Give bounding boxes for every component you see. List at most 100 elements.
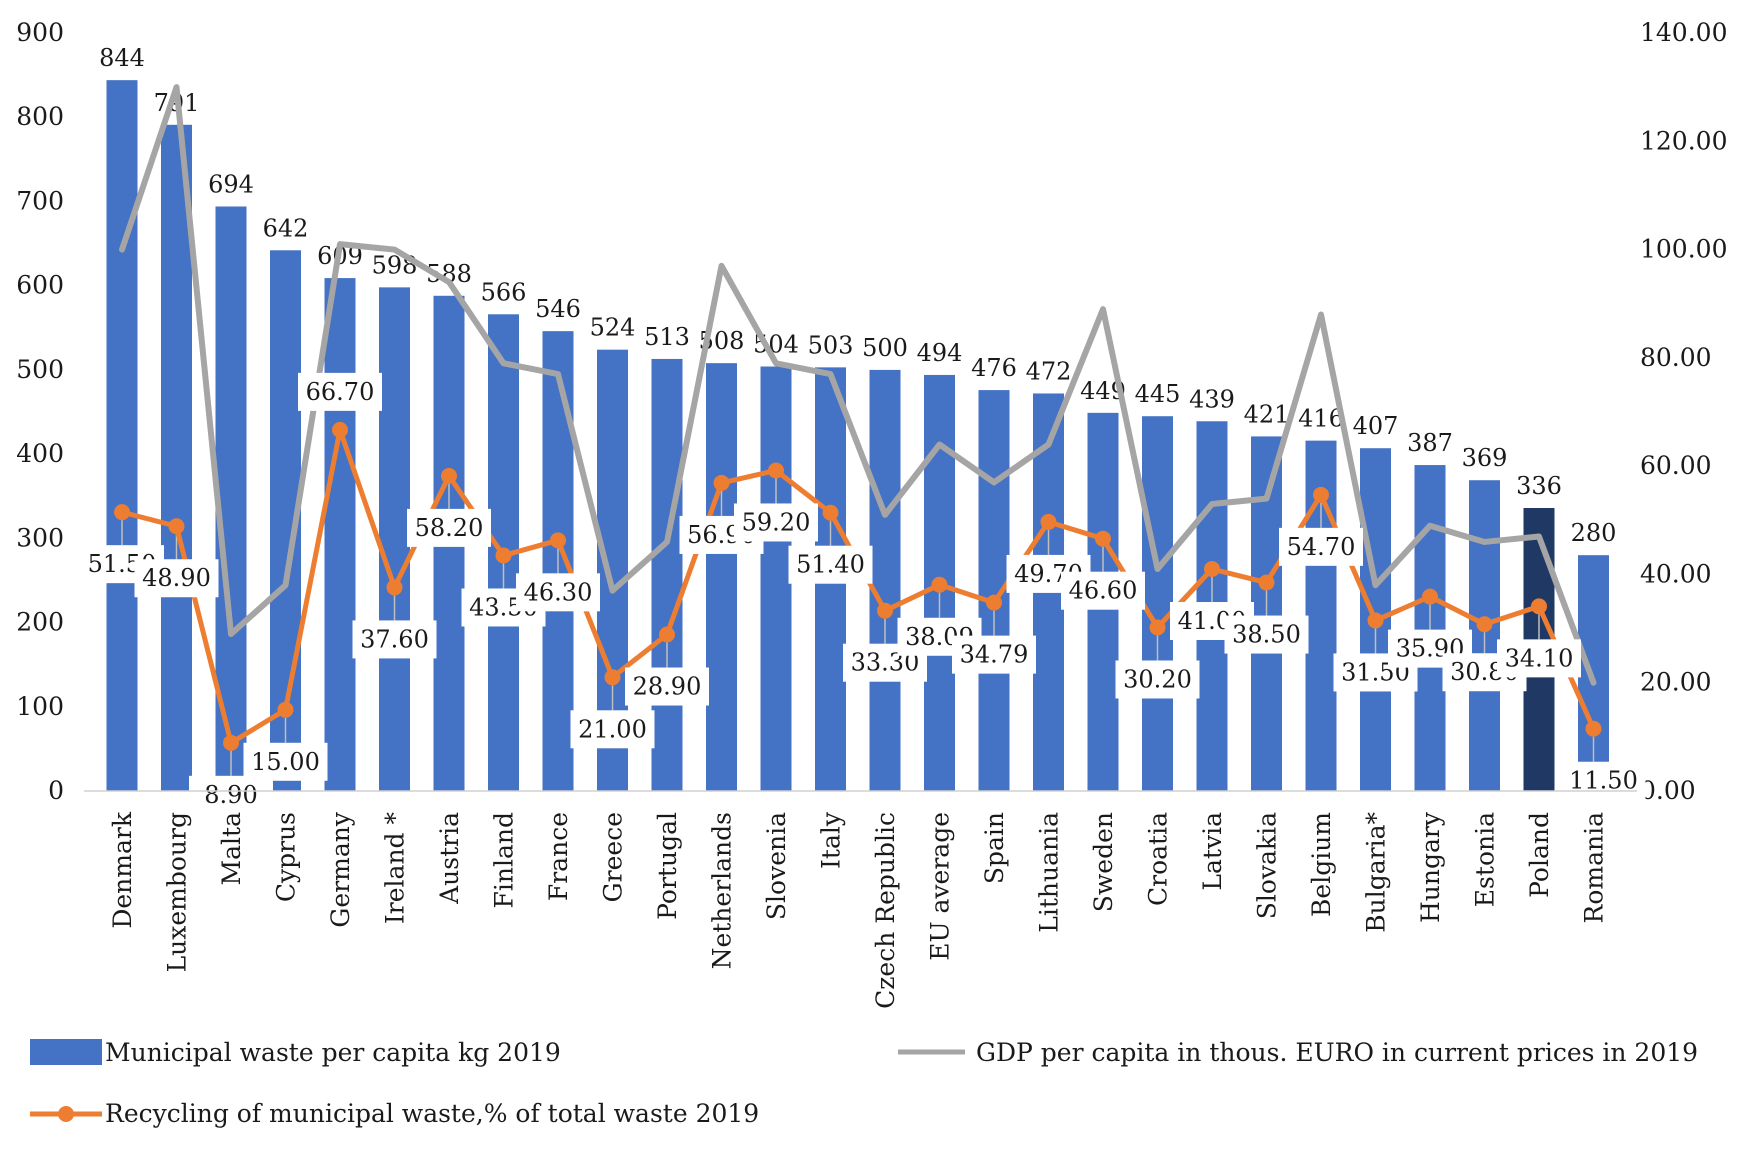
recycling-marker [1313,486,1329,503]
y2-tick-label: 80.00 [1640,343,1712,372]
category-label: Ireland * [381,812,410,925]
gdp-line [119,84,1597,686]
recycling-value-label: 28.90 [633,673,702,701]
recycling-marker [495,547,512,564]
category-label: Belgium [1307,812,1336,917]
y2-tick-label: 40.00 [1640,559,1712,588]
y-tick-label: 600 [16,271,64,300]
recycling-label-box [1561,761,1646,800]
recycling-leader-lines [121,478,1595,776]
recycling-value-label: 46.60 [1069,577,1138,605]
category-label: Luxembourg [163,812,192,972]
bar-value-label: 476 [971,354,1017,382]
category-label: Germany [326,811,355,927]
bar-value-label: 369 [1462,444,1508,472]
recycling-data-labels: 51.5048.908.9015.0066.7037.6058.2043.504… [80,372,1646,814]
y-tick-label: 900 [16,18,64,47]
bar-value-label: 445 [1135,380,1181,408]
recycling-value-label: 46.30 [524,578,593,606]
category-labels: Denmark Luxembourg Malta Cyprus Germany Irela… [108,811,1609,1009]
bar-value-label: 598 [372,251,418,279]
y-tick-label: 500 [16,355,64,384]
legend-item-gdp: GDP per capita in thous. EURO in current… [898,1038,1698,1067]
recycling-marker [1531,598,1547,615]
category-label: Sweden [1089,812,1118,912]
bar-waste [869,369,901,791]
recycling-label-box [243,742,328,781]
category-label: Estonia [1471,812,1500,907]
y-tick-label: 700 [16,186,64,215]
bar-value-label: 844 [99,44,145,72]
bar-waste [161,124,192,791]
y2-tick-label: 20.00 [1640,668,1712,697]
y-tick-label: 400 [16,439,64,468]
category-label: Italy [817,811,846,869]
bar-waste [760,366,792,791]
recycling-marker [877,602,893,619]
recycling-marker [1585,720,1602,737]
category-label: France [544,812,573,901]
category-label: Latvia [1198,812,1227,891]
bar-value-label: 387 [1407,429,1453,457]
category-label: Malta [217,812,246,886]
bar-waste [379,287,410,791]
recycling-value-label: 15.00 [251,748,320,776]
bar-value-label: 421 [1244,400,1290,428]
legend-label-recycling: Recycling of municipal waste,% of total … [105,1099,759,1128]
category-label: Czech Republic [871,812,900,1009]
recycling-marker [1204,561,1220,578]
category-label: EU average [926,812,955,961]
bar-value-label: 513 [644,323,690,351]
recycling-value-label: 58.20 [415,514,484,542]
y-tick-label: 800 [16,102,64,131]
waste-bars [106,80,1609,792]
recycling-marker [1422,588,1438,605]
legend-label-waste: Municipal waste per capita kg 2019 [105,1038,561,1067]
bar-value-label: 407 [1353,412,1399,440]
gdp-series [119,84,1597,686]
legend-label-gdp: GDP per capita in thous. EURO in current… [976,1038,1698,1067]
bar-value-label: 546 [535,295,581,323]
y-tick-label: 300 [16,523,64,552]
bar-value-label: 694 [208,170,254,198]
recycling-marker [1367,612,1384,629]
y2-tick-label: 120.00 [1640,126,1727,155]
recycling-marker [713,474,730,491]
y2-tick-label: 0.00 [1640,776,1696,805]
recycling-marker [822,504,839,521]
left-axis-ticks: 0 100 200 300 400 500 600 700 800 900 [16,18,64,805]
bar-waste [324,278,356,791]
recycling-marker [1258,574,1275,591]
category-label: Slovenia [762,812,791,920]
recycling-label-box [1061,571,1145,610]
recycling-label-box [734,503,818,542]
category-label: Lithuania [1035,812,1064,933]
legend-swatch-bar [30,1039,102,1065]
recycling-label-box [952,635,1036,674]
y-tick-label: 100 [16,692,64,721]
recycling-marker [604,669,621,686]
recycling-label-box [516,573,600,612]
category-label: Romania [1580,812,1609,924]
y2-tick-label: 100.00 [1640,235,1727,264]
category-label: Greece [599,812,628,902]
recycling-marker [986,594,1002,611]
y-tick-label: 0 [48,776,64,805]
recycling-value-label: 66.70 [306,378,375,406]
recycling-value-label: 51.40 [796,551,865,579]
category-label: Finland [490,812,519,908]
category-label: Netherlands [708,812,737,969]
recycling-marker [1149,619,1166,636]
recycling-marker [768,462,784,479]
y-tick-label: 200 [16,608,64,637]
legend-item-waste: Municipal waste per capita kg 2019 [30,1038,561,1067]
recycling-label-box [1115,660,1200,699]
bar-value-label: 336 [1516,472,1562,500]
recycling-value-label: 21.00 [578,715,647,743]
recycling-marker [441,467,457,484]
recycling-value-label: 37.60 [360,625,429,653]
recycling-value-label: 34.79 [960,641,1029,669]
recycling-label-box [1279,527,1363,566]
